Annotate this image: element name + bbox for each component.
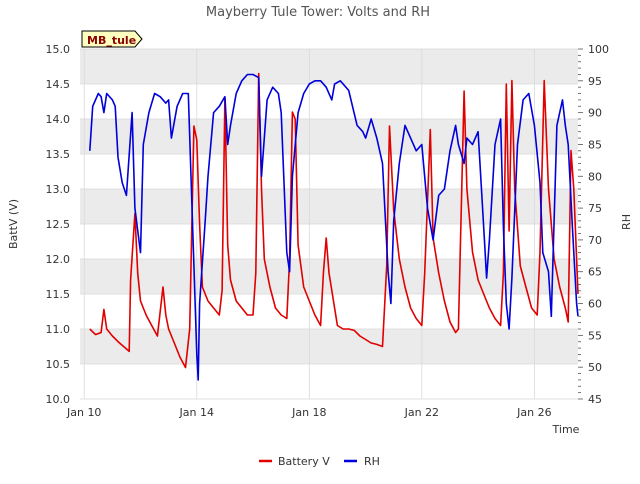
x-tick-label: Jan 18 bbox=[291, 406, 326, 419]
y-left-tick-label: 11.0 bbox=[46, 323, 71, 336]
battery-v-line bbox=[89, 72, 579, 369]
chart-title: Mayberry Tule Tower: Volts and RH bbox=[206, 5, 430, 20]
legend: Battery V RH bbox=[259, 455, 380, 468]
y-right-tick-label: 100 bbox=[588, 43, 609, 56]
x-tick-label: Jan 22 bbox=[404, 406, 439, 419]
y-left-tick-label: 10.5 bbox=[46, 358, 71, 371]
legend-battery-label: Battery V bbox=[278, 455, 330, 468]
rh-line bbox=[89, 73, 579, 381]
station-label: MB_tule bbox=[81, 30, 143, 48]
y-left-tick-label: 13.5 bbox=[46, 148, 71, 161]
y-left-tick-label: 12.0 bbox=[46, 253, 71, 266]
y-right-tick-label: 50 bbox=[588, 361, 602, 374]
y-left-tick-label: 15.0 bbox=[46, 43, 71, 56]
y-right-tick-label: 85 bbox=[588, 138, 602, 151]
y-right-tick-label: 90 bbox=[588, 107, 602, 120]
y-left-axis-label: BattV (V) bbox=[7, 199, 20, 249]
plot-band bbox=[80, 329, 578, 364]
x-axis-label: Time bbox=[552, 423, 580, 436]
y-right-axis-label: RH bbox=[620, 214, 633, 230]
y-left-tick-label: 10.0 bbox=[46, 393, 71, 406]
y-right-tick-label: 45 bbox=[588, 393, 602, 406]
y-left-tick-label: 14.0 bbox=[46, 113, 71, 126]
x-tick-label: Jan 14 bbox=[179, 406, 214, 419]
y-right-tick-label: 75 bbox=[588, 202, 602, 215]
y-left-tick-label: 14.5 bbox=[46, 78, 71, 91]
x-tick-label: Jan 10 bbox=[66, 406, 101, 419]
y-right-tick-label: 55 bbox=[588, 329, 602, 342]
station-label-box bbox=[81, 30, 143, 48]
x-tick-label: Jan 26 bbox=[516, 406, 551, 419]
y-left-tick-label: 11.5 bbox=[46, 288, 71, 301]
plot-band bbox=[80, 49, 578, 84]
y-left-tick-label: 12.5 bbox=[46, 218, 71, 231]
y-right-tick-label: 80 bbox=[588, 170, 602, 183]
y-right-tick-label: 95 bbox=[588, 75, 602, 88]
plot-band bbox=[80, 189, 578, 224]
y-right-tick-label: 65 bbox=[588, 266, 602, 279]
y-right-tick-label: 60 bbox=[588, 298, 602, 311]
station-label-text: MB_tule bbox=[87, 34, 136, 47]
y-left-tick-label: 13.0 bbox=[46, 183, 71, 196]
plot-band bbox=[80, 119, 578, 154]
legend-rh-label: RH bbox=[364, 455, 380, 468]
y-right-tick-label: 70 bbox=[588, 234, 602, 247]
